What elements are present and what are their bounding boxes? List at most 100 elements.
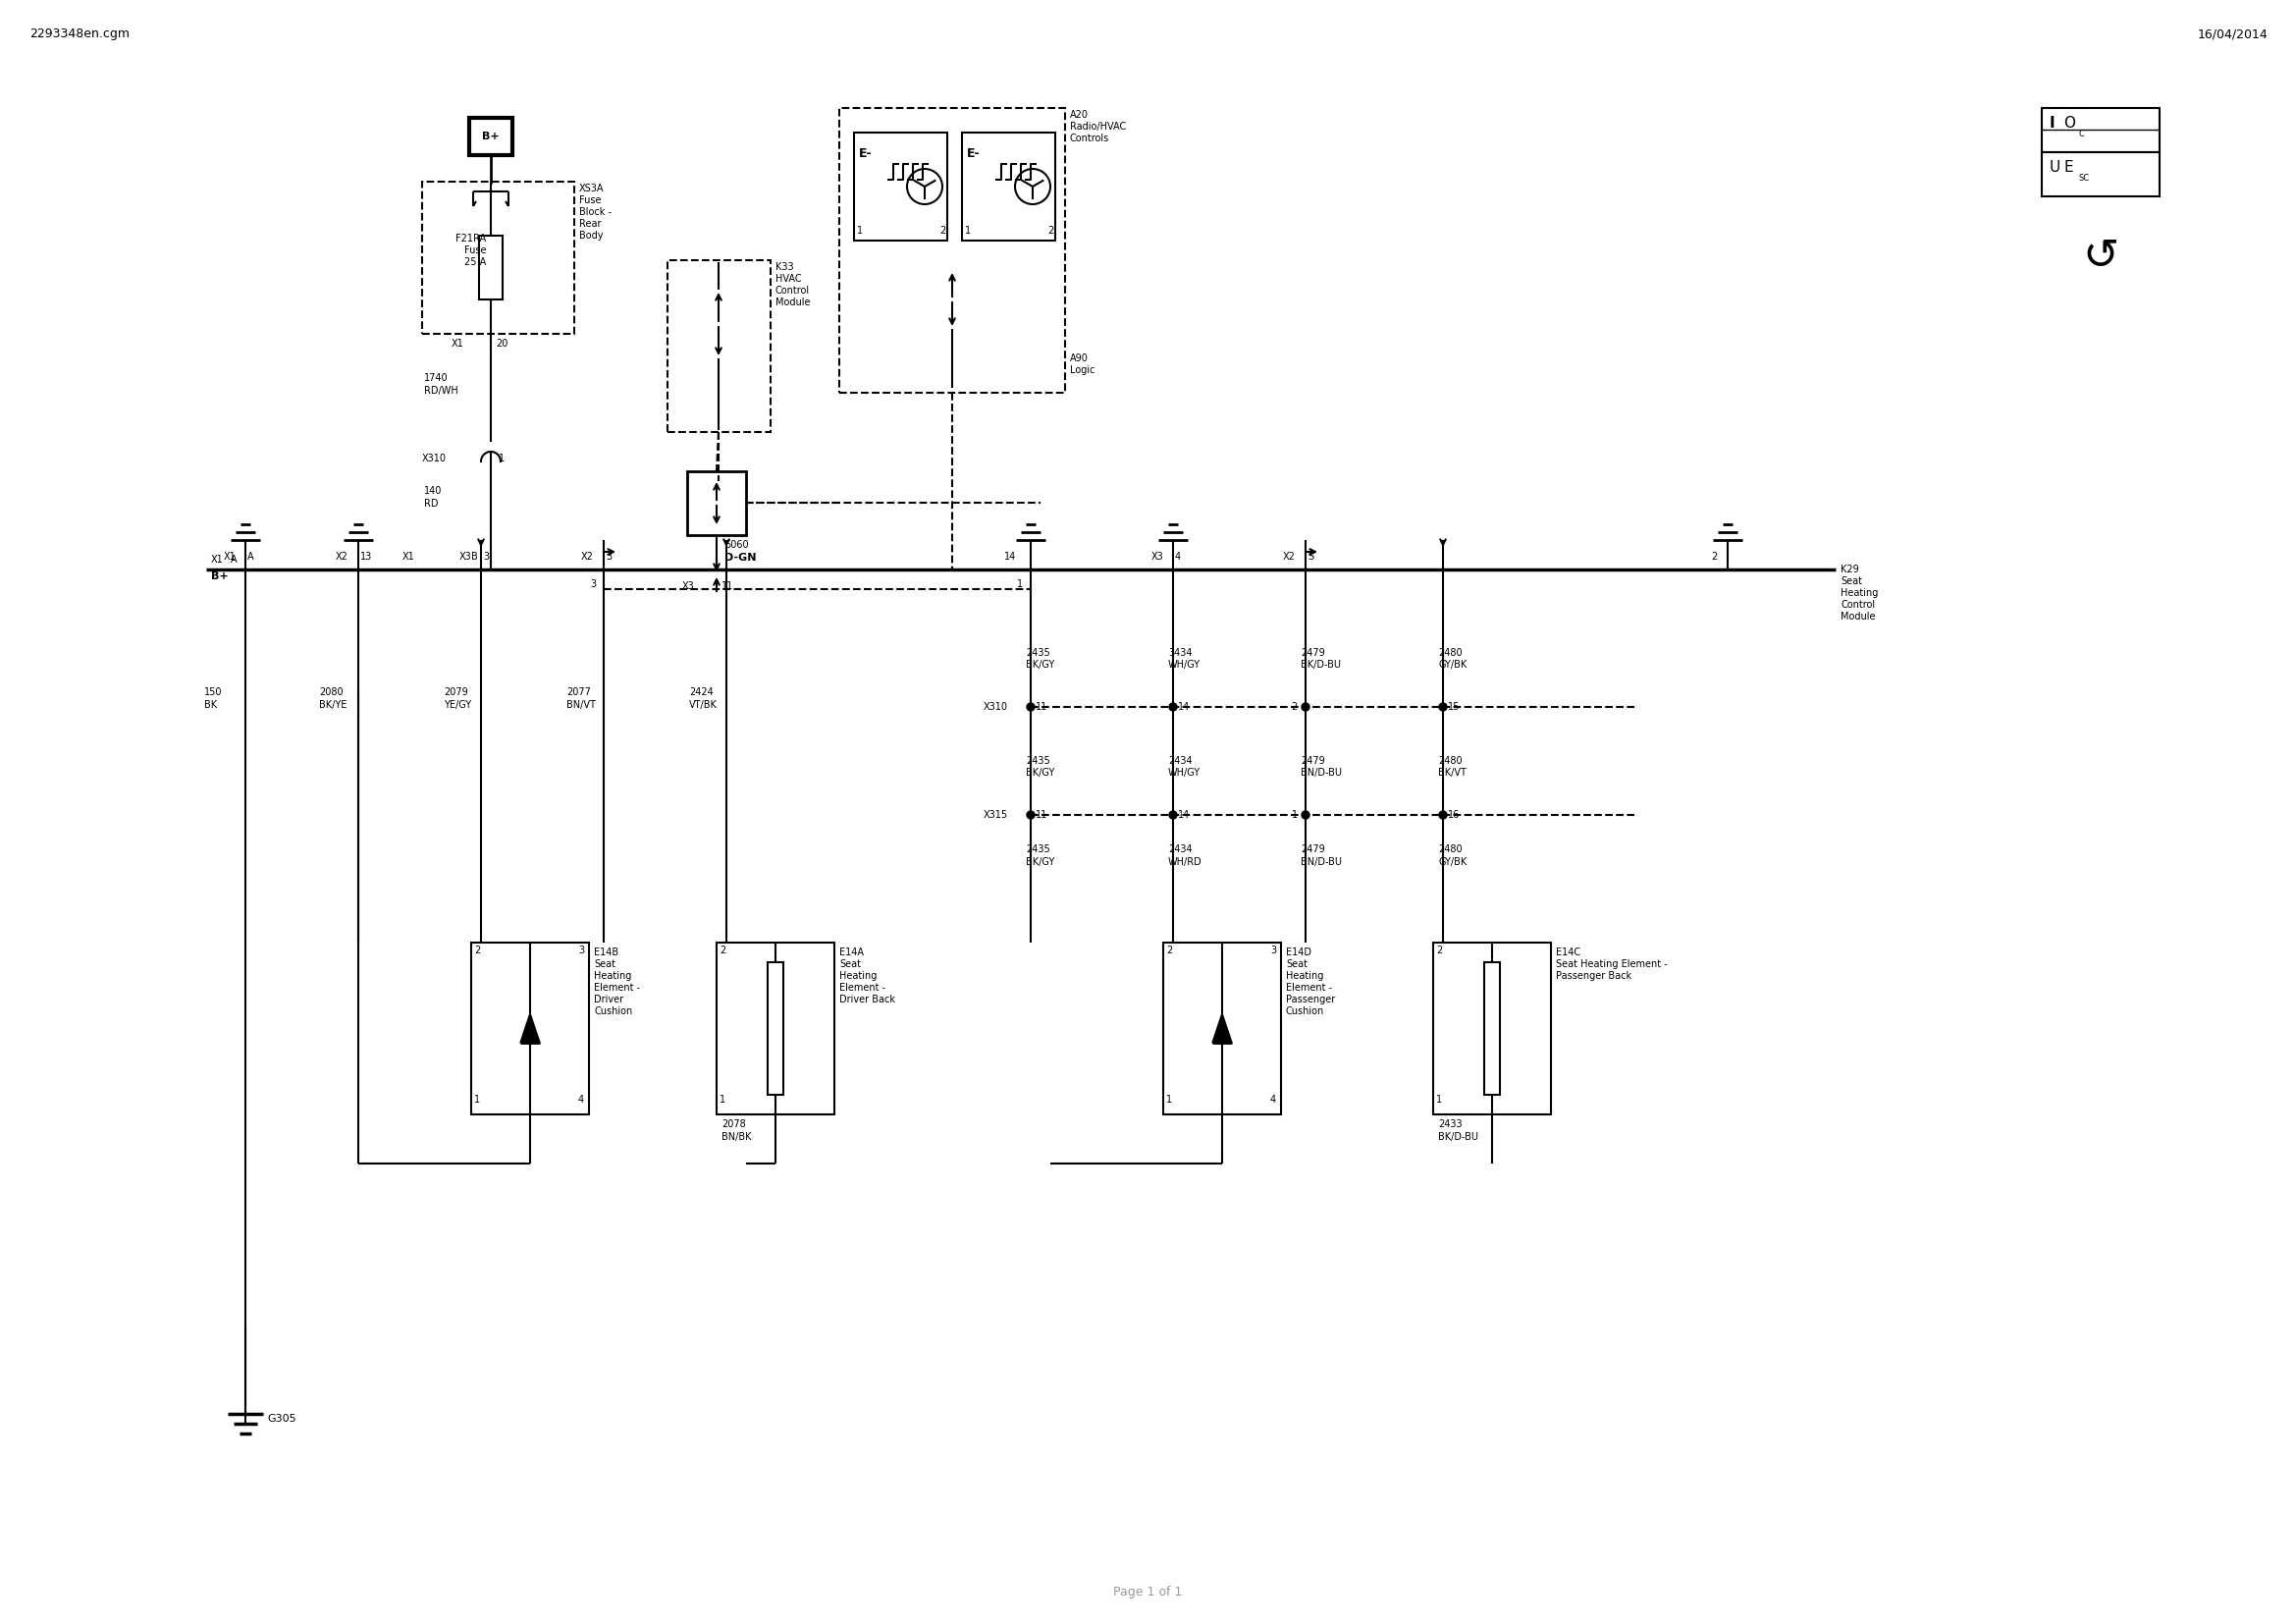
Text: 11: 11 (1035, 702, 1047, 711)
Text: 2: 2 (1293, 702, 1297, 711)
Text: I: I (2050, 115, 2055, 130)
Text: A: A (248, 552, 255, 562)
Circle shape (1169, 703, 1178, 711)
Bar (854, 133, 948, 240)
Text: Element -: Element - (840, 983, 886, 992)
Text: O: O (2064, 115, 2076, 130)
Text: Fuse: Fuse (464, 245, 487, 255)
Text: 2078: 2078 (721, 1119, 746, 1129)
Text: RD: RD (425, 499, 439, 508)
Text: E14B: E14B (595, 947, 618, 957)
Text: Fuse: Fuse (579, 195, 602, 205)
Text: B+: B+ (211, 572, 227, 581)
Text: Seat: Seat (1286, 960, 1306, 970)
Text: X3: X3 (1150, 552, 1164, 562)
Text: 2424: 2424 (689, 687, 714, 697)
Text: 2293348en.cgm: 2293348en.cgm (30, 28, 129, 41)
Text: 3: 3 (590, 580, 597, 590)
Text: C: C (2080, 130, 2085, 138)
Text: Block -: Block - (579, 208, 611, 218)
Bar (468, 119, 512, 156)
Text: BK/D-BU: BK/D-BU (1437, 1132, 1479, 1142)
Text: 11: 11 (721, 581, 732, 591)
Text: WH/GY: WH/GY (1169, 659, 1201, 669)
Text: 2479: 2479 (1300, 648, 1325, 658)
Text: Logic: Logic (1070, 365, 1095, 375)
Bar (840, 109, 1065, 393)
Text: 2: 2 (719, 945, 726, 955)
Text: 1: 1 (964, 226, 971, 235)
Bar (422, 182, 574, 335)
Text: 1: 1 (1435, 1095, 1442, 1104)
Text: 3: 3 (606, 552, 611, 562)
Circle shape (1026, 810, 1035, 818)
Text: U: U (2050, 161, 2060, 175)
Text: GY/BK: GY/BK (1437, 857, 1467, 867)
Bar (767, 963, 783, 1095)
Text: 20: 20 (496, 339, 507, 349)
Text: 1: 1 (473, 1095, 480, 1104)
Bar (1483, 963, 1499, 1095)
Text: 3: 3 (1270, 945, 1277, 955)
Text: A90: A90 (1070, 354, 1088, 364)
Text: 2435: 2435 (1026, 757, 1049, 767)
Text: 2: 2 (939, 226, 946, 235)
Text: BN/D-BU: BN/D-BU (1300, 857, 1341, 867)
Text: Page 1 of 1: Page 1 of 1 (1114, 1585, 1182, 1598)
Text: 2479: 2479 (1300, 844, 1325, 854)
Polygon shape (521, 1013, 540, 1043)
Text: X310: X310 (983, 702, 1008, 711)
Text: 2: 2 (1713, 552, 1717, 562)
Text: ↺: ↺ (2082, 235, 2119, 278)
Text: X1: X1 (223, 552, 236, 562)
Text: Heating: Heating (840, 971, 877, 981)
Text: Seat Heating Element -: Seat Heating Element - (1557, 960, 1667, 970)
Bar (668, 260, 771, 432)
Text: 2480: 2480 (1437, 757, 1463, 767)
Text: WH/RD: WH/RD (1169, 857, 1203, 867)
Text: 11: 11 (1035, 810, 1047, 820)
Circle shape (1440, 810, 1446, 818)
Text: X3: X3 (459, 552, 471, 562)
Text: 2: 2 (1435, 945, 1442, 955)
Text: BN/VT: BN/VT (567, 700, 595, 710)
Text: Passenger: Passenger (1286, 994, 1336, 1005)
Text: WH/GY: WH/GY (1169, 768, 1201, 778)
Text: Control: Control (1841, 599, 1876, 609)
Bar (1433, 942, 1552, 1114)
Text: X2: X2 (335, 552, 349, 562)
Text: 16/04/2014: 16/04/2014 (2197, 28, 2268, 41)
Text: E-: E- (859, 148, 872, 161)
Text: S: S (1306, 552, 1313, 562)
Text: 140: 140 (425, 486, 443, 495)
Circle shape (1026, 703, 1035, 711)
Text: Driver Back: Driver Back (840, 994, 895, 1005)
Text: SC: SC (2080, 174, 2089, 182)
Text: Heating: Heating (595, 971, 631, 981)
Text: 2: 2 (1166, 945, 1173, 955)
Bar (480, 235, 503, 299)
Bar (962, 133, 1056, 240)
Text: G305: G305 (266, 1415, 296, 1424)
Text: Heating: Heating (1841, 588, 1878, 598)
Text: Module: Module (1841, 612, 1876, 622)
Text: 3: 3 (579, 945, 583, 955)
Text: X315: X315 (983, 810, 1008, 820)
Text: 14: 14 (1178, 810, 1189, 820)
Circle shape (1169, 810, 1178, 818)
Text: BK/YE: BK/YE (319, 700, 347, 710)
Text: E14C: E14C (1557, 947, 1580, 957)
Text: E-: E- (967, 148, 980, 161)
Text: Cushion: Cushion (1286, 1007, 1325, 1017)
Text: Element -: Element - (595, 983, 641, 992)
Text: Cushion: Cushion (595, 1007, 631, 1017)
Text: HVAC: HVAC (776, 274, 801, 284)
Text: 150: 150 (204, 687, 223, 697)
Text: Module: Module (776, 297, 810, 307)
Text: 16: 16 (1449, 810, 1460, 820)
Text: 1: 1 (1017, 580, 1022, 590)
Bar (2041, 109, 2161, 153)
Text: RD/WH: RD/WH (425, 387, 459, 396)
Text: A: A (230, 555, 236, 565)
Text: E: E (2064, 161, 2073, 175)
